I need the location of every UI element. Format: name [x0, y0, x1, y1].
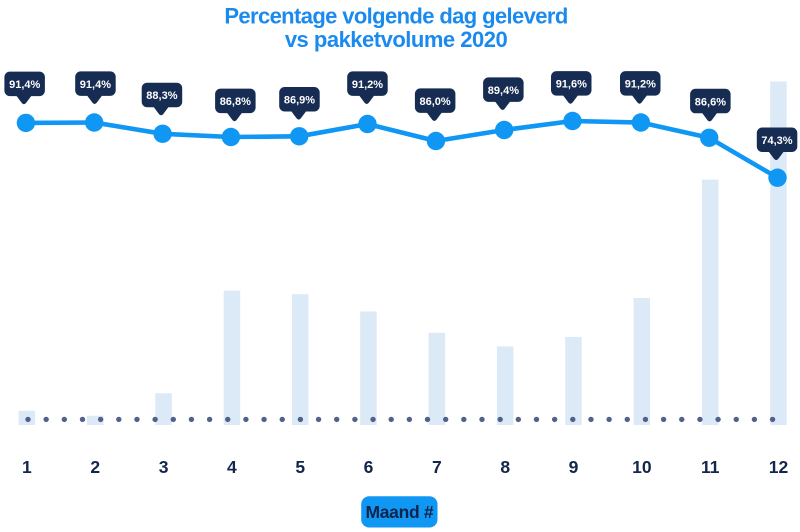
svg-text:4: 4	[227, 457, 237, 477]
svg-text:86,6%: 86,6%	[695, 96, 726, 108]
svg-text:Maand #: Maand #	[365, 502, 433, 522]
svg-text:89,4%: 89,4%	[488, 85, 519, 97]
svg-text:91,4%: 91,4%	[80, 79, 111, 91]
svg-text:1: 1	[22, 457, 32, 477]
svg-text:vs pakketvolume 2020: vs pakketvolume 2020	[285, 27, 508, 52]
svg-text:Percentage volgende dag geleve: Percentage volgende dag geleverd	[224, 4, 567, 29]
svg-text:6: 6	[364, 457, 374, 477]
svg-text:9: 9	[569, 457, 579, 477]
svg-text:5: 5	[295, 457, 305, 477]
svg-text:8: 8	[500, 457, 510, 477]
svg-text:86,8%: 86,8%	[220, 96, 251, 108]
svg-text:11: 11	[701, 457, 720, 477]
svg-text:2: 2	[90, 457, 100, 477]
svg-text:91,6%: 91,6%	[556, 79, 587, 91]
svg-text:74,3%: 74,3%	[761, 135, 792, 147]
svg-text:10: 10	[632, 457, 652, 477]
svg-text:86,9%: 86,9%	[284, 95, 315, 107]
svg-text:12: 12	[769, 457, 789, 477]
svg-text:86,0%: 86,0%	[419, 96, 450, 108]
svg-text:91,4%: 91,4%	[9, 79, 40, 91]
svg-text:7: 7	[432, 457, 442, 477]
svg-text:91,2%: 91,2%	[352, 79, 383, 91]
svg-text:3: 3	[159, 457, 169, 477]
svg-text:91,2%: 91,2%	[625, 79, 656, 91]
svg-text:88,3%: 88,3%	[146, 90, 177, 102]
